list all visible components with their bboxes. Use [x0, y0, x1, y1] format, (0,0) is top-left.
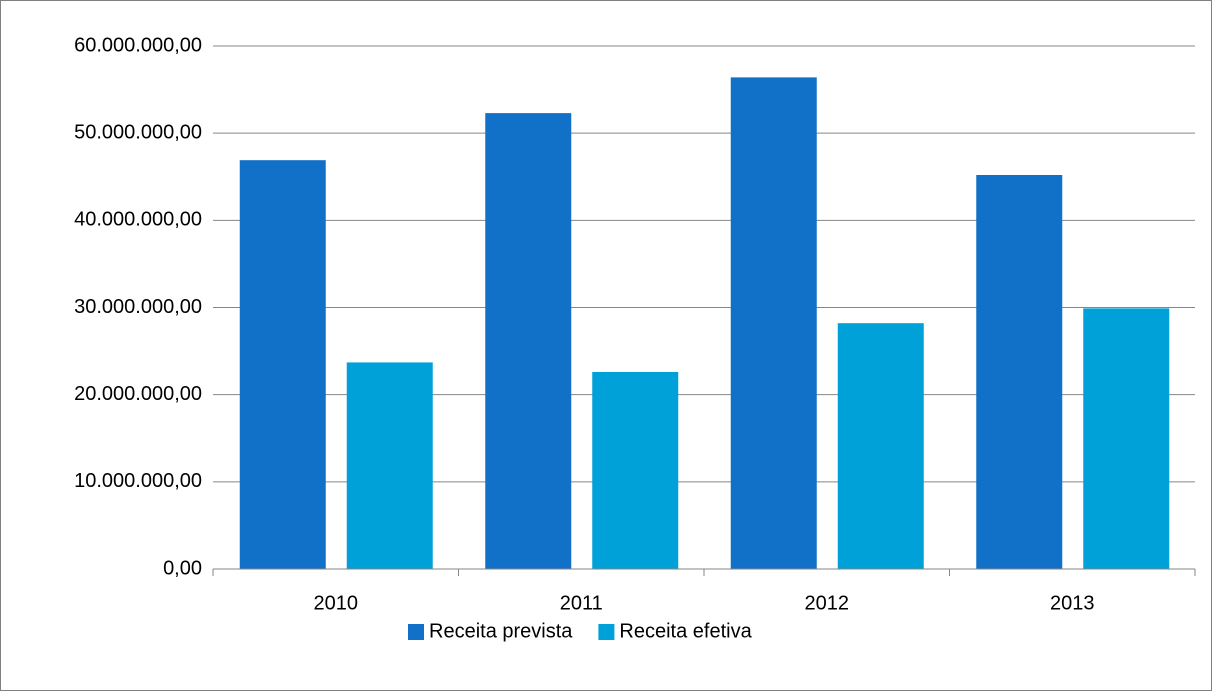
legend-swatch [408, 624, 424, 640]
bar [239, 160, 326, 569]
bar [1083, 308, 1170, 569]
y-tick-label: 20.000.000,00 [74, 383, 202, 405]
bar [837, 323, 924, 569]
y-tick-label: 50.000.000,00 [74, 121, 202, 143]
y-tick-label: 40.000.000,00 [74, 209, 202, 231]
x-tick-label: 2013 [1050, 592, 1095, 614]
bar [346, 362, 433, 569]
x-tick-label: 2010 [314, 592, 359, 614]
y-tick-label: 60.000.000,00 [74, 34, 202, 56]
bar [485, 113, 572, 569]
legend-label: Receita efetiva [619, 620, 752, 642]
y-tick-label: 30.000.000,00 [74, 296, 202, 318]
legend-label: Receita prevista [429, 620, 573, 642]
x-tick-label: 2011 [560, 592, 603, 614]
bar [976, 175, 1063, 570]
x-tick-label: 2012 [805, 592, 850, 614]
bar [592, 372, 679, 569]
y-tick-label: 0,00 [163, 557, 202, 579]
y-tick-label: 10.000.000,00 [74, 470, 202, 492]
bar [730, 77, 817, 569]
legend-swatch [598, 624, 615, 640]
